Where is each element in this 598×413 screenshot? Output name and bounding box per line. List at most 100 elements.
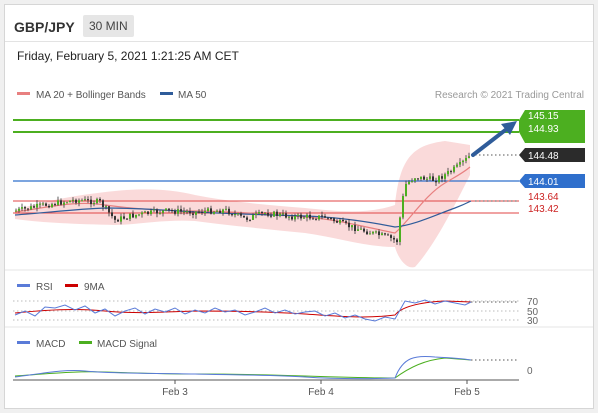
ma50-legend-swatch	[160, 92, 173, 95]
candle-body	[18, 208, 20, 211]
candle-body	[381, 233, 383, 236]
chart-widget: GBP/JPY 30 MIN Friday, February 5, 2021 …	[4, 4, 594, 409]
candle-body	[357, 229, 359, 231]
candle-body	[462, 160, 464, 163]
candle-body	[126, 218, 128, 220]
candle-body	[273, 211, 275, 217]
candle-body	[195, 211, 197, 215]
candle-body	[306, 214, 308, 218]
candle-body	[252, 214, 254, 220]
candle-body	[219, 210, 221, 214]
chart-header: GBP/JPY 30 MIN	[5, 5, 593, 42]
candle-body	[282, 213, 284, 215]
candle-body	[123, 216, 125, 219]
candle-body	[168, 208, 170, 210]
candle-body	[132, 213, 134, 218]
candle-body	[444, 174, 446, 179]
candle-body	[183, 211, 185, 213]
candle-body	[258, 212, 260, 214]
candle-body	[69, 200, 71, 203]
candle-body	[456, 164, 458, 167]
candle-body	[417, 178, 419, 180]
candle-body	[243, 215, 245, 218]
candle-body	[354, 225, 356, 231]
candle-body	[207, 208, 209, 211]
candle-body	[144, 211, 146, 213]
pivot-tag	[519, 174, 585, 188]
candle-body	[303, 217, 305, 219]
candle-body	[399, 217, 401, 242]
candle-body	[78, 200, 80, 203]
candle-body	[15, 210, 17, 212]
candle-body	[147, 211, 149, 214]
candle-body	[315, 219, 317, 221]
candle-body	[213, 211, 215, 214]
last-price-tag	[519, 148, 585, 162]
rsi-axis-50: 50	[527, 307, 539, 318]
candle-body	[171, 210, 173, 211]
ma20-line	[14, 166, 471, 234]
candle-body	[375, 231, 377, 233]
projection-arrowhead	[501, 121, 517, 135]
candle-body	[372, 231, 374, 234]
candle-body	[429, 176, 431, 179]
candle-body	[342, 220, 344, 222]
candle-body	[468, 156, 470, 158]
candle-body	[339, 220, 341, 223]
rsi-legend-label: RSI	[36, 282, 53, 293]
candle-body	[159, 213, 161, 214]
target-tag	[519, 110, 585, 143]
candle-body	[87, 199, 89, 201]
candle-body	[165, 208, 167, 211]
candle-body	[378, 231, 380, 236]
candle-body	[75, 199, 77, 203]
candle-body	[60, 200, 62, 205]
candle-body	[90, 199, 92, 205]
rsi-ma-line	[14, 300, 472, 318]
candle-body	[405, 184, 407, 197]
candle-body	[402, 196, 404, 218]
candle-body	[267, 213, 269, 216]
candle-body	[192, 213, 194, 215]
rsi-ma-legend-swatch	[65, 284, 78, 287]
macd-line	[14, 355, 472, 380]
candle-body	[231, 214, 233, 216]
candle-body	[162, 210, 164, 213]
target-label-144-93: 144.93	[528, 124, 559, 135]
candlestick-series	[15, 152, 470, 246]
candle-body	[270, 215, 272, 217]
rsi-legend-swatch	[17, 284, 30, 287]
candle-body	[96, 198, 98, 203]
candle-body	[180, 209, 182, 212]
ma20-legend-label: MA 20 + Bollinger Bands	[36, 90, 146, 101]
candle-body	[396, 239, 398, 243]
research-credit: Research © 2021 Trading Central	[435, 90, 584, 101]
macd-signal-legend-label: MACD Signal	[97, 339, 157, 350]
candle-body	[201, 212, 203, 214]
candle-body	[348, 222, 350, 228]
candle-body	[285, 213, 287, 218]
candle-body	[351, 225, 353, 228]
candle-body	[330, 218, 332, 219]
candle-body	[51, 204, 53, 208]
rsi-axis-30: 30	[527, 316, 539, 327]
candle-body	[24, 207, 26, 209]
candle-body	[150, 210, 152, 214]
candle-body	[57, 200, 59, 205]
candle-body	[318, 215, 320, 220]
candle-body	[279, 213, 281, 216]
candle-body	[432, 176, 434, 181]
candle-body	[333, 218, 335, 222]
candle-body	[228, 208, 230, 215]
candle-body	[324, 216, 326, 218]
candle-body	[453, 166, 455, 172]
timeframe-button[interactable]: 30 MIN	[83, 15, 134, 37]
last-price-label: 144.48	[528, 151, 559, 162]
candle-body	[30, 206, 32, 210]
candle-body	[255, 213, 257, 215]
candle-body	[312, 218, 314, 220]
candle-body	[450, 171, 452, 173]
candle-body	[234, 214, 236, 216]
candle-body	[288, 216, 290, 218]
candle-body	[114, 216, 116, 220]
